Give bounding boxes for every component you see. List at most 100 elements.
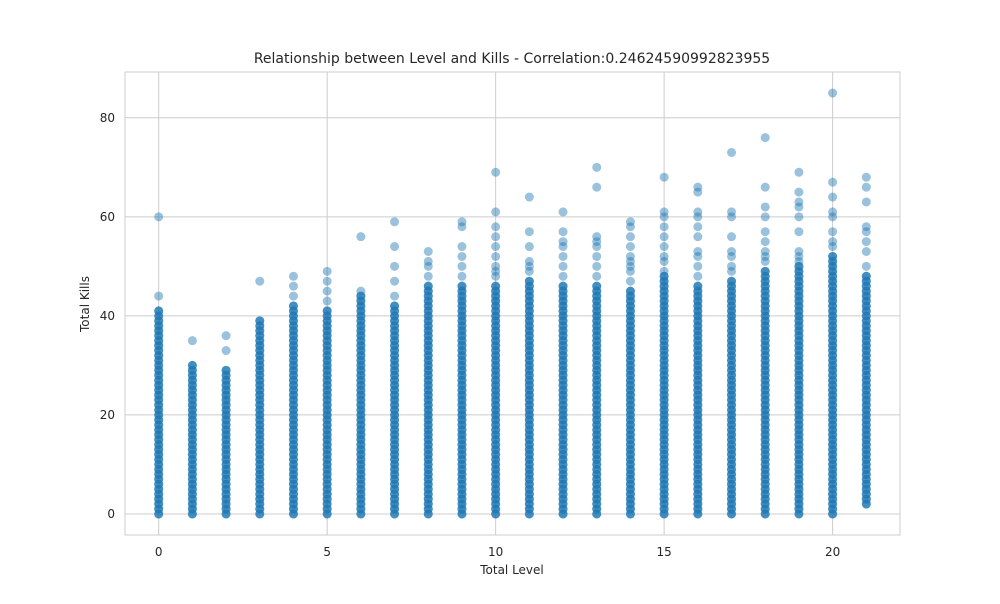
data-point xyxy=(625,474,635,484)
data-point xyxy=(558,237,568,247)
data-point xyxy=(457,395,467,405)
data-point xyxy=(861,286,871,296)
data-point xyxy=(592,281,602,291)
data-point xyxy=(861,390,871,400)
data-point xyxy=(861,405,871,415)
data-point xyxy=(187,509,197,519)
data-point xyxy=(794,326,804,336)
data-point xyxy=(187,499,197,509)
data-point xyxy=(524,509,534,519)
data-point xyxy=(828,370,838,380)
data-point xyxy=(794,459,804,469)
data-point xyxy=(693,321,703,331)
data-point xyxy=(187,509,197,519)
data-point xyxy=(255,390,265,400)
data-point xyxy=(524,395,534,405)
data-point xyxy=(423,380,433,390)
data-point xyxy=(659,509,669,519)
data-point xyxy=(558,464,568,474)
data-point xyxy=(423,400,433,410)
data-point xyxy=(524,341,534,351)
data-point xyxy=(625,450,635,460)
data-point xyxy=(288,311,298,321)
data-point xyxy=(558,301,568,311)
data-point xyxy=(457,425,467,435)
data-point xyxy=(693,484,703,494)
data-point xyxy=(592,375,602,385)
data-point xyxy=(288,454,298,464)
data-point xyxy=(524,355,534,365)
data-point xyxy=(592,336,602,346)
data-point xyxy=(221,395,231,405)
data-point xyxy=(390,400,400,410)
data-point xyxy=(558,464,568,474)
data-point xyxy=(558,435,568,445)
data-point xyxy=(423,350,433,360)
data-point xyxy=(794,331,804,341)
data-point xyxy=(390,474,400,484)
data-point xyxy=(659,271,669,281)
data-point xyxy=(423,311,433,321)
data-point xyxy=(255,365,265,375)
data-point xyxy=(727,400,737,410)
data-point xyxy=(861,365,871,375)
data-point xyxy=(322,350,332,360)
data-point xyxy=(154,509,164,519)
data-point xyxy=(861,227,871,237)
data-point xyxy=(625,494,635,504)
data-point xyxy=(390,435,400,445)
data-point xyxy=(558,445,568,455)
data-point xyxy=(727,509,737,519)
data-point xyxy=(558,311,568,321)
data-point xyxy=(154,400,164,410)
data-point xyxy=(794,450,804,460)
data-point xyxy=(659,380,669,390)
data-point xyxy=(255,380,265,390)
data-point xyxy=(861,247,871,257)
data-point xyxy=(322,484,332,494)
data-point xyxy=(693,435,703,445)
data-point xyxy=(288,301,298,311)
data-point xyxy=(423,504,433,514)
data-point xyxy=(356,380,366,390)
data-point xyxy=(423,469,433,479)
data-point xyxy=(322,469,332,479)
data-point xyxy=(659,499,669,509)
data-point xyxy=(457,440,467,450)
data-point xyxy=(828,415,838,425)
data-point xyxy=(356,370,366,380)
data-point xyxy=(288,484,298,494)
data-point xyxy=(322,311,332,321)
data-point xyxy=(322,306,332,316)
data-point xyxy=(659,450,669,460)
data-point xyxy=(794,296,804,306)
data-point xyxy=(760,390,770,400)
data-point xyxy=(288,469,298,479)
data-point xyxy=(828,227,838,237)
data-point xyxy=(727,326,737,336)
data-point xyxy=(221,375,231,385)
data-point xyxy=(558,306,568,316)
data-point xyxy=(558,316,568,326)
data-point xyxy=(659,331,669,341)
data-point xyxy=(288,355,298,365)
data-point xyxy=(390,469,400,479)
data-point xyxy=(524,336,534,346)
data-point xyxy=(794,296,804,306)
data-point xyxy=(457,350,467,360)
data-point xyxy=(524,291,534,301)
data-point xyxy=(356,360,366,370)
data-point xyxy=(794,346,804,356)
data-point xyxy=(154,445,164,455)
data-point xyxy=(288,375,298,385)
data-point xyxy=(760,212,770,222)
data-point xyxy=(828,390,838,400)
data-point xyxy=(390,420,400,430)
data-point xyxy=(794,331,804,341)
data-point xyxy=(760,509,770,519)
data-point xyxy=(794,435,804,445)
data-point xyxy=(794,474,804,484)
data-point xyxy=(760,291,770,301)
data-point xyxy=(558,350,568,360)
data-point xyxy=(187,445,197,455)
